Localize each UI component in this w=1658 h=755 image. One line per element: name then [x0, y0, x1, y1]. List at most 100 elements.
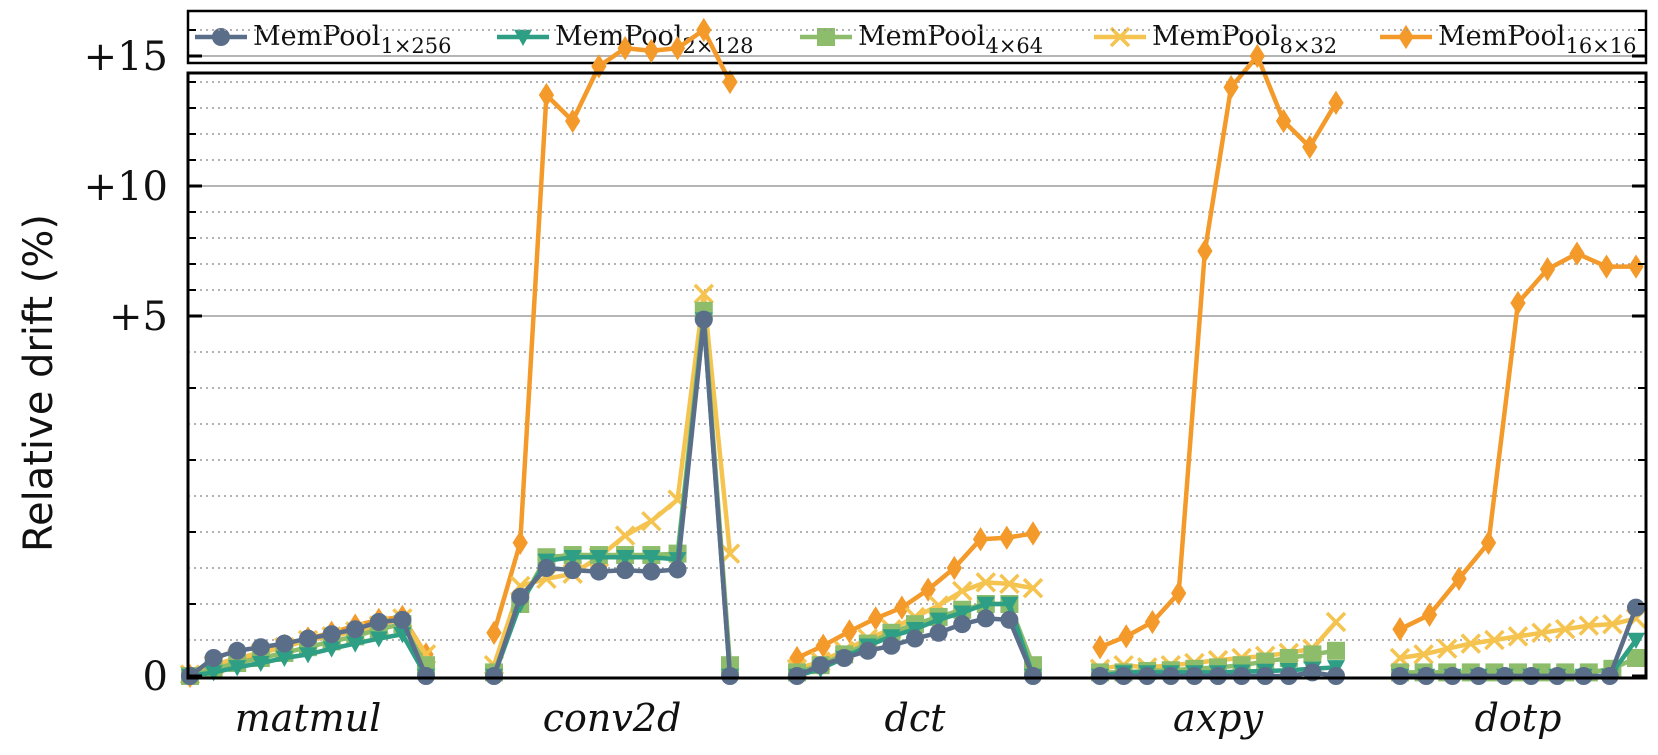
- legend-label-name: MemPool: [253, 21, 380, 52]
- data-point: [1279, 649, 1298, 667]
- series-16x16: [182, 17, 1644, 689]
- data-point: [1025, 521, 1041, 546]
- data-point: [322, 641, 341, 658]
- data-point: [815, 633, 831, 658]
- data-point: [696, 17, 712, 43]
- data-point: [1443, 667, 1462, 685]
- data-point: [929, 623, 948, 642]
- data-point: [299, 647, 317, 664]
- legend-label: MemPool1×256: [253, 21, 452, 58]
- data-point: [228, 660, 247, 677]
- data-point: [275, 634, 294, 653]
- data-point: [1436, 638, 1458, 659]
- data-point: [999, 573, 1020, 595]
- x-category-label: axpy: [1173, 696, 1263, 740]
- data-point: [1421, 602, 1438, 627]
- data-point: [946, 555, 962, 581]
- data-point: [1578, 615, 1600, 636]
- y-tick-label: +5: [109, 294, 168, 340]
- data-point: [346, 620, 365, 639]
- data-point: [299, 629, 317, 648]
- data-point-stroke: [1109, 26, 1131, 48]
- data-point-stroke: [1022, 577, 1044, 599]
- ticks: 0 +5 +10 +15 matmul conv2d dct axpy dotp: [84, 29, 1646, 740]
- data-point: [616, 561, 635, 580]
- data-point-stroke: [614, 525, 636, 546]
- data-point: [1327, 641, 1345, 660]
- data-point: [641, 510, 662, 532]
- data-point: [514, 29, 532, 46]
- legend-label-name: MemPool: [858, 21, 985, 52]
- data-point: [951, 580, 973, 602]
- data-point: [1118, 624, 1134, 649]
- x-category-label: dotp: [1475, 696, 1562, 740]
- data-point: [1627, 649, 1645, 667]
- legend-label: MemPool16×16: [1438, 21, 1637, 58]
- series-line: [1099, 53, 1338, 650]
- data-point: [1469, 667, 1488, 685]
- data-point: [1209, 667, 1227, 685]
- data-point: [1554, 618, 1576, 640]
- x-category-label: dct: [885, 696, 947, 740]
- data-point: [722, 69, 738, 95]
- data-point: [668, 560, 687, 579]
- data-point: [1569, 241, 1585, 266]
- data-point: [929, 612, 948, 629]
- legend-label-subscript: 4×64: [985, 34, 1043, 58]
- data-point: [1232, 667, 1251, 685]
- data-point: [1413, 644, 1434, 665]
- data-point: [975, 572, 997, 593]
- x-category-label: conv2d: [543, 696, 682, 740]
- data-point: [1000, 610, 1019, 629]
- data-point-stroke: [975, 572, 997, 593]
- data-point: [841, 619, 858, 644]
- data-point: [1484, 629, 1505, 651]
- data-point: [369, 613, 388, 631]
- legend: MemPool1×256 MemPool2×128 MemPool4×64 MemPo…: [186, 9, 1648, 65]
- data-point: [1392, 617, 1408, 642]
- data-point: [589, 550, 608, 567]
- data-point-stroke: [1460, 633, 1482, 654]
- series-1x256: [181, 310, 1645, 685]
- data-point: [1507, 626, 1529, 647]
- legend-item: MemPool1×256: [195, 21, 452, 58]
- data-point-stroke: [641, 510, 662, 532]
- data-point: [511, 587, 530, 606]
- data-point: [1600, 667, 1619, 685]
- series-line: [491, 317, 733, 677]
- data-point: [1256, 667, 1275, 685]
- legend-item: MemPool8×32: [1094, 21, 1337, 58]
- data-point: [693, 283, 715, 305]
- legend-label-name: MemPool: [1152, 21, 1279, 52]
- plot-frame: [186, 71, 1648, 680]
- series-layer: [179, 17, 1647, 689]
- data-point: [811, 656, 830, 675]
- data-point-stroke: [1578, 615, 1600, 636]
- data-point: [589, 562, 608, 581]
- data-point: [1302, 134, 1318, 160]
- data-point: [788, 667, 806, 685]
- data-point: [346, 636, 365, 653]
- data-point: [920, 577, 936, 602]
- data-point: [251, 655, 270, 673]
- data-point: [322, 625, 341, 644]
- data-point: [1531, 622, 1552, 644]
- data-point: [1627, 598, 1645, 617]
- data-point: [894, 595, 910, 620]
- data-point: [1223, 75, 1239, 100]
- data-point-stroke: [1507, 626, 1529, 647]
- data-point: [538, 82, 555, 108]
- data-point: [1460, 633, 1482, 654]
- data-point: [512, 530, 528, 555]
- data-point-stroke: [1531, 622, 1552, 644]
- data-point: [976, 609, 995, 628]
- data-point: [1024, 667, 1042, 685]
- data-point: [868, 606, 884, 631]
- data-point: [1109, 26, 1131, 48]
- data-point: [1398, 24, 1414, 50]
- data-point: [228, 641, 247, 660]
- data-point: [204, 665, 223, 682]
- data-point: [1161, 667, 1180, 685]
- series-line: [1400, 606, 1639, 679]
- data-point: [1000, 596, 1019, 613]
